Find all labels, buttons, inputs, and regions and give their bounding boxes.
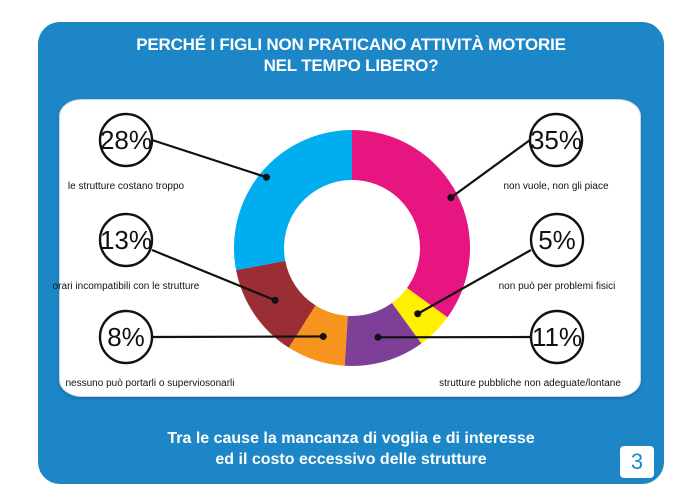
slice-label-2: strutture pubbliche non adeguate/lontane xyxy=(439,378,621,389)
data-label-3: 8% xyxy=(107,322,145,352)
leader-dot-0 xyxy=(447,194,455,202)
footer-caption: Tra le cause la mancanza di voglia e di … xyxy=(38,428,664,470)
slice-label-0: non vuole, non gli piace xyxy=(503,181,609,192)
donut-slice-5 xyxy=(233,130,352,271)
percent-circle-1 xyxy=(529,212,585,268)
leader-dot-5 xyxy=(262,173,270,181)
slice-label-4: orari incompatibili con le strutture xyxy=(53,281,200,292)
donut-slice-4 xyxy=(236,260,316,348)
percent-circle-5 xyxy=(98,112,154,168)
page-number: 3 xyxy=(620,446,654,478)
footer-line2: ed il costo eccessivo delle strutture xyxy=(215,451,487,468)
percent-circle-4 xyxy=(98,212,154,268)
slice-label-1: non può per problemi fisici xyxy=(499,281,616,292)
data-label-4: 13% xyxy=(100,225,152,255)
chart-title-line2: NEL TEMPO LIBERO? xyxy=(263,56,439,75)
data-label-2: 11% xyxy=(532,322,582,352)
footer-line1: Tra le cause la mancanza di voglia e di … xyxy=(167,430,535,447)
data-label-0: 35% xyxy=(530,125,582,155)
chart-title-line1: PERCHÉ I FIGLI NON PRATICANO ATTIVITÀ MO… xyxy=(136,35,566,54)
data-label-1: 5% xyxy=(538,225,576,255)
leader-dot-4 xyxy=(271,296,279,304)
leader-line-0 xyxy=(450,139,531,199)
slice-label-3: nessuno può portarli o superviosonarli xyxy=(66,378,235,389)
donut-slice-2 xyxy=(344,303,422,366)
data-label-5: 28% xyxy=(100,125,152,155)
leader-line-5 xyxy=(151,138,267,179)
chart-title: PERCHÉ I FIGLI NON PRATICANO ATTIVITÀ MO… xyxy=(38,34,664,76)
donut-slice-0 xyxy=(352,130,471,318)
leader-dot-3 xyxy=(319,332,327,340)
leader-line-3 xyxy=(151,335,324,339)
leader-line-1 xyxy=(417,249,532,315)
percent-circle-2 xyxy=(529,309,585,365)
slice-label-5: le strutture costano troppo xyxy=(68,181,185,192)
leader-line-4 xyxy=(151,248,276,302)
percent-circle-0 xyxy=(528,112,584,168)
percent-circle-3 xyxy=(98,309,154,365)
leader-dot-2 xyxy=(374,333,382,341)
leader-dot-1 xyxy=(414,310,422,318)
